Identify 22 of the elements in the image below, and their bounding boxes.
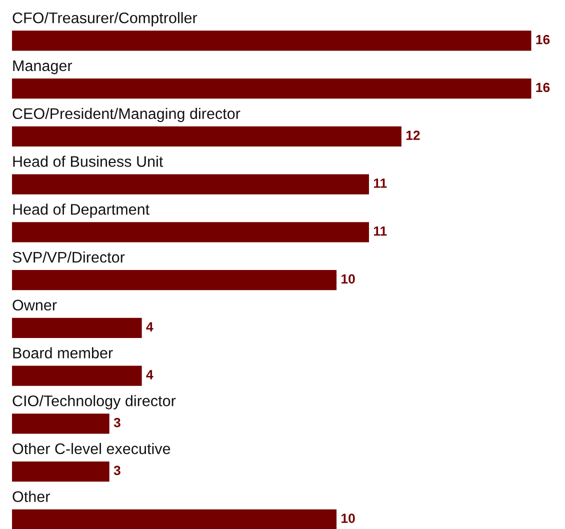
y-tick-label: SVP/VP/Director: [12, 251, 125, 263]
data-label: 4: [146, 370, 154, 380]
data-label: 10: [342, 514, 355, 523]
data-label: 10: [342, 274, 355, 284]
data-label: 3: [114, 466, 120, 476]
y-tick-label: Owner: [12, 300, 57, 311]
data-label: 16: [536, 34, 550, 44]
y-tick-label: Board member: [13, 347, 113, 358]
data-label: 3: [114, 418, 120, 428]
data-label: 12: [406, 130, 420, 140]
y-tick-label: Other: [12, 490, 50, 502]
y-tick-label: CIO/Technology director: [12, 395, 176, 410]
y-tick-label: Manager: [13, 60, 72, 74]
data-label: 4: [146, 322, 154, 332]
data-label: 11: [374, 178, 387, 188]
y-tick-label: Head of Business Unit: [13, 156, 164, 167]
y-tick-label: Head of Department: [13, 204, 150, 218]
y-tick-label: CFO/Treasurer/Comptroller: [12, 12, 198, 26]
data-label: 11: [374, 226, 387, 236]
y-tick-label: Other C-level executive: [12, 442, 170, 454]
y-tick-label: CEO/President/Managing director: [12, 108, 240, 122]
data-label: 16: [536, 82, 550, 92]
